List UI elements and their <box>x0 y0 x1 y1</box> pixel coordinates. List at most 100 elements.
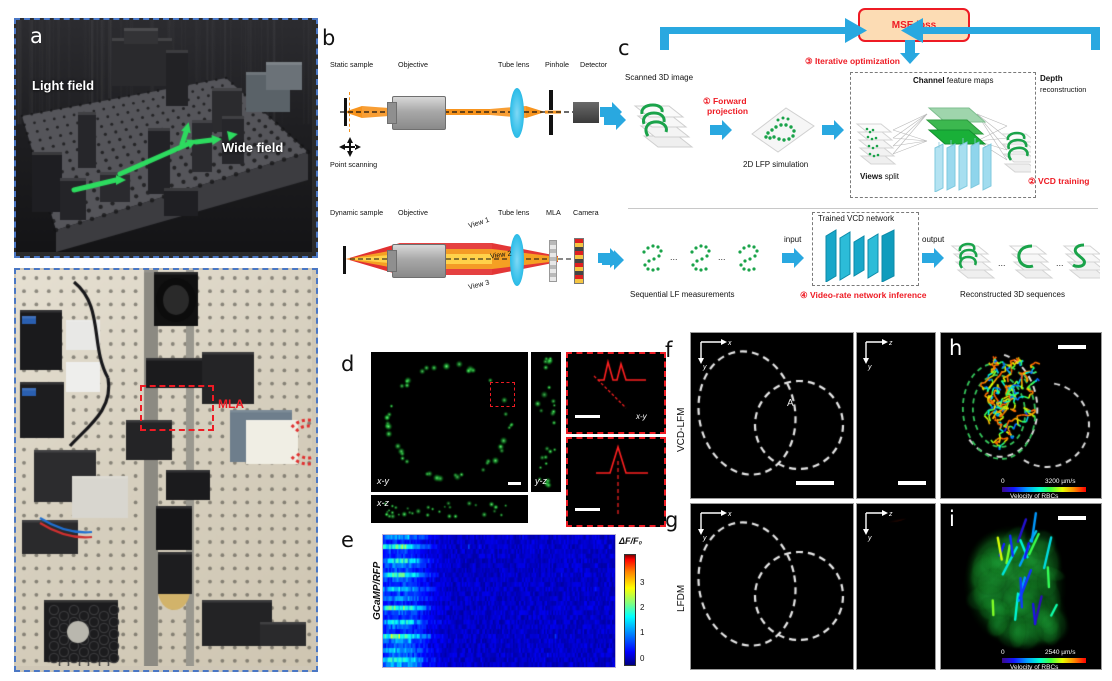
channel-feature-maps-bold: Channel <box>913 76 945 85</box>
svg-text:...: ... <box>718 252 726 262</box>
panel-d-inset2-scalebar <box>575 508 600 511</box>
detector-label: Detector <box>580 60 608 69</box>
panel-a-photo-top <box>14 18 318 258</box>
lfp-simulation-plane <box>748 100 818 163</box>
sample-plane-top <box>344 98 347 126</box>
blue-arrow-lower-in <box>602 250 624 275</box>
panel-g-label: g <box>665 508 679 532</box>
panel-d-yz-image <box>531 352 561 492</box>
trained-network-label: Trained VCD network <box>818 214 895 223</box>
pinhole-plate <box>549 90 553 110</box>
panel-i-colorbar-title: Velocity of RBCs <box>1010 664 1059 671</box>
point-scanning-arrows <box>336 134 366 160</box>
panel-f-xy-scalebar <box>796 481 834 485</box>
svg-text:z: z <box>888 340 893 347</box>
mla-roi-box <box>140 385 214 431</box>
beam-path-top <box>340 104 590 120</box>
panel-f-axes-xy: x y <box>697 338 739 377</box>
panel-h-colorbar-min: 0 <box>1001 478 1005 485</box>
dynamic-sample-label: Dynamic sample <box>330 208 384 217</box>
blue-arrow-into-c <box>604 110 626 135</box>
detector-body <box>573 102 599 123</box>
input-label: input <box>784 235 802 244</box>
panel-i-colorbar-min: 0 <box>1001 649 1005 656</box>
panel-b-bottom-diagram: Dynamic sample Objective Tube lens MLA C… <box>330 208 620 318</box>
panel-b-top-diagram: Static sample Objective Tube lens Pinhol… <box>330 60 622 180</box>
panel-e-colorbar <box>624 554 636 666</box>
channel-feature-maps-label: Channel feature maps <box>913 76 993 85</box>
panel-h-label: h <box>949 336 963 360</box>
panel-d-roi-box <box>490 382 515 407</box>
views-split-rest: split <box>882 172 899 181</box>
step3-label: ③ Iterative optimization <box>805 56 900 66</box>
panel-d-yz-view-label: y-z <box>535 476 547 486</box>
panel-f-region-label-a: A <box>787 398 794 409</box>
pinhole-label: Pinhole <box>545 60 569 69</box>
views-split-bold: Views <box>860 172 883 181</box>
panel-g-axes-xz: z y <box>862 509 900 548</box>
objective-collar-bottom <box>387 250 397 272</box>
mla-label: MLA <box>546 208 561 217</box>
svg-text:z: z <box>888 511 893 518</box>
svg-text:x: x <box>727 511 732 518</box>
vcd-network-box <box>850 72 1036 198</box>
panel-h-colorbar <box>1002 487 1086 492</box>
panel-b-label: b <box>322 26 336 50</box>
panel-h-colorbar-title: Velocity of RBCs <box>1010 493 1059 500</box>
depth-recon-line1: Depth <box>1040 74 1063 83</box>
panel-e-heatmap <box>382 534 616 668</box>
reconstructed-3d-sequences-graphic: ... ... <box>950 226 1108 293</box>
pinhole-plate-lower <box>549 115 553 135</box>
step2-label: ② VCD training <box>1028 176 1090 186</box>
panel-d-xy-view-label: x-y <box>377 476 389 486</box>
svg-text:y: y <box>702 364 707 371</box>
panel-e-cbar-tick-3: 3 <box>640 578 645 587</box>
objective-body-top <box>392 96 446 130</box>
panel-d-inset-xz <box>566 437 666 527</box>
svg-text:...: ... <box>670 252 678 262</box>
sequential-lf-label: Sequential LF measurements <box>630 290 735 299</box>
light-field-label: Light field <box>32 78 95 93</box>
reconstructed-label: Reconstructed 3D sequences <box>960 290 1065 299</box>
svg-text:y: y <box>867 364 872 371</box>
panel-f-xz-image <box>856 332 936 499</box>
tube-lens-label-bottom: Tube lens <box>498 208 530 217</box>
view1-label: View 1 <box>467 214 491 231</box>
panel-f-row-label: VCD-LFM <box>676 407 687 452</box>
output-label: output <box>922 235 945 244</box>
panel-i-scalebar <box>1058 516 1086 520</box>
svg-text:y: y <box>867 535 872 542</box>
svg-text:...: ... <box>1056 258 1064 268</box>
panel-g-axes-xy: x y <box>697 509 739 548</box>
panel-d-inset1-scalebar <box>575 415 600 418</box>
panel-a-photo-bottom <box>14 268 318 672</box>
panel-g-row-label: LFDM <box>676 584 687 612</box>
feedback-arrows <box>655 5 1105 65</box>
panel-i-label: i <box>949 507 955 531</box>
point-scanning-label: Point scanning <box>330 160 378 169</box>
panel-h-colorbar-max: 3200 µm/s <box>1045 478 1076 485</box>
blue-arrow-output <box>922 248 944 273</box>
panel-h-image <box>940 332 1102 499</box>
objective-label-bottom: Objective <box>398 208 428 217</box>
panel-d-xy-image <box>371 352 528 492</box>
objective-label-top: Objective <box>398 60 428 69</box>
tube-lens-top <box>510 88 524 138</box>
channel-feature-maps-rest: feature maps <box>944 76 994 85</box>
panel-e-cbar-tick-0: 0 <box>640 654 645 663</box>
mla-photo-label: MLA <box>218 397 244 411</box>
svg-text:x: x <box>727 340 732 347</box>
wide-field-label: Wide field <box>222 140 284 155</box>
panel-d-inset-xy-label: x-y <box>636 412 647 421</box>
blue-arrow-into-network <box>822 120 844 145</box>
trained-network-graphic <box>820 228 910 287</box>
camera-sensor <box>574 238 584 284</box>
static-sample-label: Static sample <box>330 60 374 69</box>
panel-i-image <box>940 503 1102 670</box>
svg-text:y: y <box>702 535 707 542</box>
depth-recon-line2: reconstruction <box>1040 85 1087 94</box>
lfp-simulation-label: 2D LFP simulation <box>743 160 809 169</box>
panel-f-axes-xz: z y <box>862 338 900 377</box>
panel-d-label: d <box>341 352 355 376</box>
